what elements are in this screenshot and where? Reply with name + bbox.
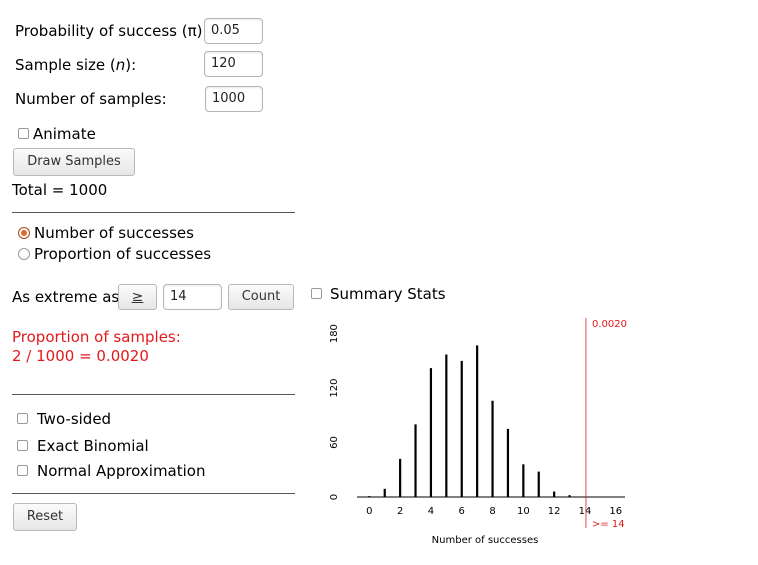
count-button[interactable]: Count [228, 284, 294, 310]
comparison-operator-button[interactable]: ≥ [118, 284, 157, 310]
exact-binomial-checkbox[interactable] [17, 440, 28, 451]
exact-binomial-label: Exact Binomial [37, 437, 149, 455]
sample-size-label: Sample size (n): [15, 56, 137, 74]
x-tick-label: 10 [517, 506, 530, 517]
number-of-successes-label: Number of successes [34, 224, 194, 242]
y-tick-label: 120 [329, 379, 340, 398]
x-tick-label: 14 [579, 506, 592, 517]
x-tick-label: 2 [397, 506, 403, 517]
proportion-of-successes-label: Proportion of successes [34, 245, 212, 263]
x-tick-label: 12 [548, 506, 561, 517]
probability-input[interactable]: 0.05 [204, 18, 263, 44]
normal-approximation-checkbox[interactable] [17, 465, 28, 476]
as-extreme-as-label: As extreme as [12, 288, 120, 306]
two-sided-checkbox[interactable] [17, 413, 28, 424]
total-text: Total = 1000 [12, 181, 108, 199]
number-of-samples-input[interactable]: 1000 [205, 86, 263, 112]
two-sided-label: Two-sided [37, 410, 112, 428]
cutoff-proportion-label: 0.0020 [592, 319, 627, 330]
proportion-of-successes-radio[interactable] [18, 248, 30, 260]
animate-checkbox[interactable] [18, 128, 29, 139]
draw-samples-button[interactable]: Draw Samples [13, 148, 135, 176]
x-axis-label: Number of successes [432, 535, 539, 546]
summary-stats-label: Summary Stats [330, 285, 446, 303]
x-tick-label: 4 [428, 506, 434, 517]
extreme-value-input[interactable]: 14 [163, 284, 222, 310]
proportion-of-samples-label: Proportion of samples: [12, 328, 181, 346]
normal-approximation-label: Normal Approximation [37, 462, 206, 480]
y-tick-label: 0 [329, 494, 340, 500]
number-of-successes-radio[interactable] [18, 227, 30, 239]
summary-stats-checkbox[interactable] [311, 288, 322, 299]
divider [12, 394, 295, 395]
x-tick-label: 0 [366, 506, 372, 517]
animate-label: Animate [33, 125, 96, 143]
reset-button[interactable]: Reset [13, 503, 77, 531]
x-tick-label: 8 [489, 506, 495, 517]
divider [12, 212, 295, 213]
divider [12, 493, 295, 494]
number-of-samples-label: Number of samples: [15, 90, 167, 108]
proportion-of-samples-value: 2 / 1000 = 0.0020 [12, 347, 149, 365]
y-tick-label: 60 [329, 436, 340, 449]
x-tick-label: 6 [459, 506, 465, 517]
x-tick-label: 16 [609, 506, 622, 517]
probability-label: Probability of success (π): [15, 22, 208, 40]
cutoff-note-label: >= 14 [592, 519, 625, 530]
sample-size-input[interactable]: 120 [204, 51, 263, 77]
y-tick-label: 180 [329, 324, 340, 343]
